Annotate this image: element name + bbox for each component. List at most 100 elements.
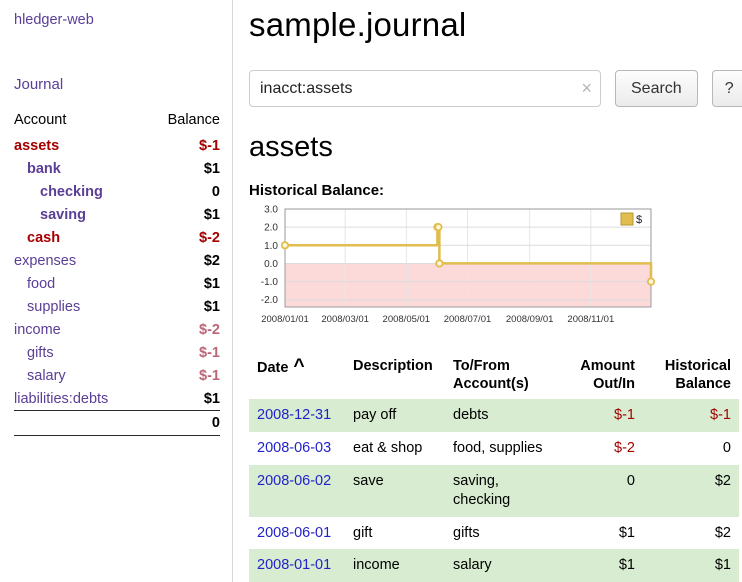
column-header-balance: Historical Balance: [664, 358, 731, 393]
svg-text:2.0: 2.0: [264, 223, 278, 234]
account-link-checking[interactable]: checking: [40, 183, 103, 200]
account-balance: $-1: [199, 367, 220, 384]
svg-text:2008/11/01: 2008/11/01: [567, 314, 614, 325]
account-row-liabilities-debts: liabilities:debts $1: [14, 387, 220, 411]
page-title: sample.journal: [249, 6, 467, 43]
clear-search-icon[interactable]: ×: [581, 78, 592, 98]
help-button[interactable]: ?: [711, 70, 742, 107]
account-row-checking: checking 0: [14, 180, 220, 203]
register-header-row: Date ^ Description To/From Account(s) Amo…: [249, 353, 739, 399]
transaction-amount: $-2: [614, 440, 635, 457]
transaction-amount: $1: [618, 557, 635, 574]
transaction-amount: 0: [626, 472, 635, 489]
account-row-expenses: expenses $2: [14, 249, 220, 272]
chart-title: Historical Balance:: [249, 182, 385, 199]
main-content: sample.journal × Search ? assets Histori…: [233, 0, 742, 582]
transaction-accounts: salary: [453, 557, 492, 574]
transaction-accounts: debts: [453, 407, 489, 424]
historical-balance-chart: 3.0 2.0 1.0 0.0 -1.0 -2.0 2008/01/01 2008/03/01…: [261, 205, 656, 325]
search-bar: × Search ?: [249, 70, 742, 107]
accounts-total-row: 0: [14, 410, 220, 436]
svg-text:1.0: 1.0: [264, 241, 278, 252]
svg-text:2008/01/01: 2008/01/01: [261, 314, 309, 325]
account-heading: assets: [249, 131, 333, 163]
account-balance: $1: [203, 298, 220, 315]
transaction-date-link[interactable]: 2008-06-03: [257, 440, 332, 457]
svg-text:2008/09/01: 2008/09/01: [506, 314, 554, 325]
account-link-liabilities-debts[interactable]: liabilities:debts: [14, 390, 109, 407]
register-row: 2008-12-31 pay off debts $-1 $-1: [249, 399, 739, 433]
register-row: 2008-01-01 income salary $1 $1: [249, 549, 739, 582]
svg-text:2008/03/01: 2008/03/01: [321, 314, 369, 325]
transaction-balance: $1: [714, 557, 731, 574]
transaction-amount: $1: [618, 524, 635, 541]
search-input[interactable]: [249, 70, 601, 107]
transaction-balance: $-1: [710, 407, 731, 424]
account-balance: $-1: [199, 344, 220, 361]
transaction-date-link[interactable]: 2008-06-02: [257, 472, 332, 489]
account-balance: $2: [203, 252, 220, 269]
account-link-saving[interactable]: saving: [40, 206, 86, 223]
register-row: 2008-06-01 gift gifts $1 $2: [249, 517, 739, 550]
search-box: ×: [249, 70, 601, 107]
transaction-date-link[interactable]: 2008-01-01: [257, 557, 332, 574]
transaction-amount: $-1: [614, 407, 635, 424]
transaction-accounts: food, supplies: [453, 440, 543, 457]
account-link-cash[interactable]: cash: [27, 229, 61, 246]
svg-text:2008/07/01: 2008/07/01: [444, 314, 492, 325]
account-balance: 0: [211, 183, 220, 200]
transaction-accounts: saving, checking: [453, 472, 511, 508]
transaction-accounts: gifts: [453, 524, 480, 541]
account-link-expenses[interactable]: expenses: [14, 252, 77, 269]
account-balance: $1: [203, 390, 220, 407]
accounts-header-account: Account: [14, 112, 67, 128]
svg-text:-2.0: -2.0: [261, 295, 279, 306]
accounts-table: Account Balance assets $-1 bank $1 check…: [14, 109, 220, 436]
date-header-label: Date: [257, 360, 289, 376]
account-row-supplies: supplies $1: [14, 295, 220, 318]
accounts-total-value: 0: [14, 410, 220, 436]
svg-text:-1.0: -1.0: [261, 277, 279, 288]
account-link-food[interactable]: food: [27, 275, 56, 292]
account-row-bank: bank $1: [14, 157, 220, 180]
account-row-income: income $-2: [14, 318, 220, 341]
account-balance: $-2: [199, 321, 220, 338]
svg-text:0.0: 0.0: [264, 259, 278, 270]
account-balance: $1: [203, 206, 220, 223]
account-row-cash: cash $-2: [14, 226, 220, 249]
account-row-saving: saving $1: [14, 203, 220, 226]
account-link-supplies[interactable]: supplies: [27, 298, 81, 315]
account-balance: $-2: [199, 229, 220, 246]
account-link-income[interactable]: income: [14, 321, 61, 338]
column-header-amount: Amount Out/In: [580, 358, 635, 393]
svg-text:2008/05/01: 2008/05/01: [383, 314, 431, 325]
account-link-bank[interactable]: bank: [27, 160, 61, 177]
transaction-balance: $2: [714, 524, 731, 541]
transaction-date-link[interactable]: 2008-12-31: [257, 407, 332, 424]
column-header-description: Description: [353, 358, 433, 374]
account-balance: $1: [203, 275, 220, 292]
register-row: 2008-06-02 save saving, checking 0 $2: [249, 464, 739, 517]
transaction-description: gift: [353, 524, 373, 541]
transaction-balance: 0: [722, 440, 731, 457]
account-link-assets[interactable]: assets: [14, 137, 60, 154]
transaction-description: eat & shop: [353, 440, 423, 457]
sort-asc-icon: ^: [293, 356, 305, 377]
account-balance: $1: [203, 160, 220, 177]
app-title-link[interactable]: hledger-web: [14, 12, 94, 28]
column-header-date[interactable]: Date ^: [249, 353, 345, 399]
account-link-salary[interactable]: salary: [27, 367, 66, 384]
svg-text:$: $: [636, 214, 642, 226]
register-table: Date ^ Description To/From Account(s) Amo…: [249, 353, 739, 582]
account-row-gifts: gifts $-1: [14, 341, 220, 364]
account-link-gifts[interactable]: gifts: [27, 344, 54, 361]
transaction-description: income: [353, 557, 400, 574]
journal-link[interactable]: Journal: [14, 76, 64, 93]
transaction-balance: $2: [714, 472, 731, 489]
column-header-accounts: To/From Account(s): [453, 358, 529, 393]
account-row-assets: assets $-1: [14, 134, 220, 157]
search-button[interactable]: Search: [615, 70, 698, 107]
accounts-header-row: Account Balance: [14, 109, 220, 134]
transaction-description: pay off: [353, 407, 397, 424]
transaction-date-link[interactable]: 2008-06-01: [257, 524, 332, 541]
